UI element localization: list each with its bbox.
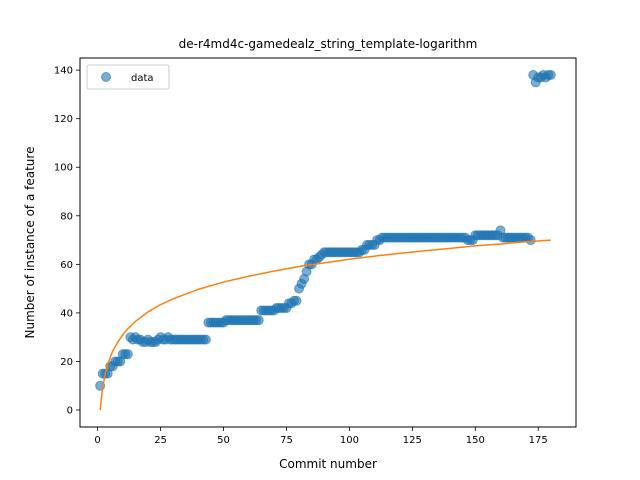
x-tick-label: 50 bbox=[217, 435, 230, 446]
data-point bbox=[525, 235, 536, 246]
x-tick-label: 25 bbox=[154, 435, 167, 446]
legend-label-data: data bbox=[131, 73, 154, 84]
x-tick-label: 75 bbox=[280, 435, 293, 446]
y-axis-label: Number of instance of a feature bbox=[23, 147, 37, 339]
x-tick-label: 125 bbox=[403, 435, 422, 446]
data-point bbox=[200, 334, 211, 345]
x-tick-label: 0 bbox=[94, 435, 100, 446]
axes-frame bbox=[79, 57, 577, 428]
y-tick-label: 100 bbox=[54, 163, 73, 174]
data-point bbox=[545, 69, 556, 80]
legend-box bbox=[86, 64, 170, 90]
x-axis-label: Commit number bbox=[279, 457, 377, 471]
y-tick-label: 80 bbox=[60, 211, 73, 222]
plot-area bbox=[95, 69, 556, 411]
fit-line bbox=[99, 239, 551, 411]
x-axis-ticks: 0 25 50 75 100 125 150 175 bbox=[94, 427, 548, 446]
y-tick-label: 20 bbox=[60, 357, 73, 368]
data-point bbox=[253, 315, 264, 326]
chart-title: de-r4md4c-gamedealz_string_template-loga… bbox=[179, 37, 478, 51]
data-point bbox=[291, 295, 302, 306]
legend-marker-data bbox=[101, 72, 111, 82]
y-tick-label: 120 bbox=[54, 114, 73, 125]
x-tick-label: 175 bbox=[529, 435, 548, 446]
y-tick-label: 140 bbox=[54, 66, 73, 77]
y-axis-ticks: 0 20 40 60 80 100 120 140 bbox=[54, 66, 80, 417]
data-point bbox=[122, 349, 133, 360]
y-tick-label: 60 bbox=[60, 260, 73, 271]
legend: data bbox=[86, 64, 170, 90]
x-tick-label: 150 bbox=[466, 435, 485, 446]
x-tick-label: 100 bbox=[340, 435, 359, 446]
y-tick-label: 0 bbox=[67, 406, 73, 417]
y-tick-label: 40 bbox=[60, 308, 73, 319]
